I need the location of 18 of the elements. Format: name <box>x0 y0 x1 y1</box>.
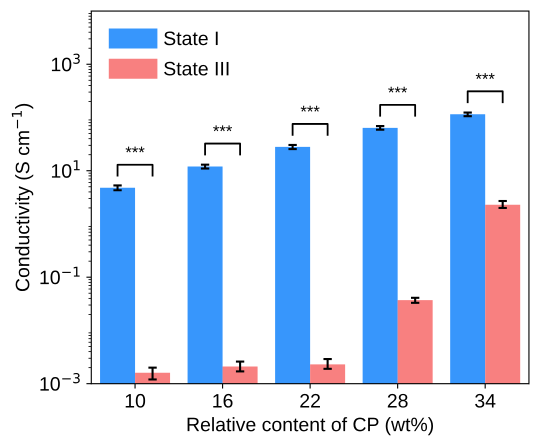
x-tick-label: 28 <box>388 394 408 408</box>
x-tick-label: 22 <box>300 394 320 408</box>
legend-label: State I <box>164 31 218 46</box>
y-axis-title: Conductivity (S cm$^{−1}$) <box>12 104 34 292</box>
y-tick-label: 10$^{−3}$ <box>40 373 80 391</box>
annotation: *** <box>476 73 495 79</box>
y-tick-label: 10$^{3}$ <box>52 54 80 72</box>
annotation: *** <box>126 146 145 152</box>
annotation: *** <box>388 86 408 93</box>
legend-label: State III <box>164 62 228 76</box>
y-tick-label: 10$^{−1}$ <box>40 266 80 284</box>
y-tick-label: 10$^{1}$ <box>52 160 80 178</box>
annotation: *** <box>300 106 320 112</box>
x-tick-label: 34 <box>475 394 496 408</box>
x-tick-label: 10 <box>126 394 146 408</box>
annotation: *** <box>213 125 232 132</box>
x-axis-title: Relative content of CP (wt%) <box>188 417 434 436</box>
x-tick-label: 16 <box>213 394 233 408</box>
